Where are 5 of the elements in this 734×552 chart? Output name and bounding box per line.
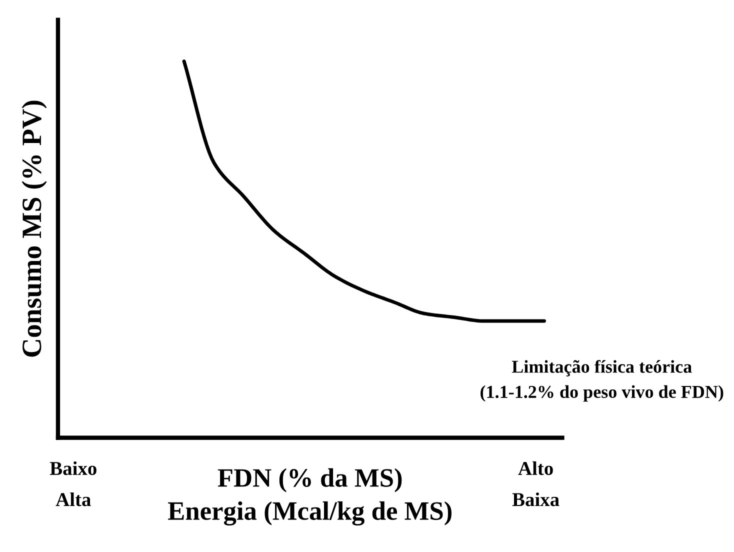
y-axis-title: Consumo MS (% PV) xyxy=(22,100,47,357)
annotation: Limitação física teórica (1.1-1.2% do peso vivo de FDN) xyxy=(480,360,724,402)
x-axis-title: FDN (% da MS) Energia (Mcal/kg de MS) xyxy=(168,468,452,526)
text: Alto Baixa xyxy=(512,461,560,506)
text: Baixo Alta xyxy=(50,461,96,506)
